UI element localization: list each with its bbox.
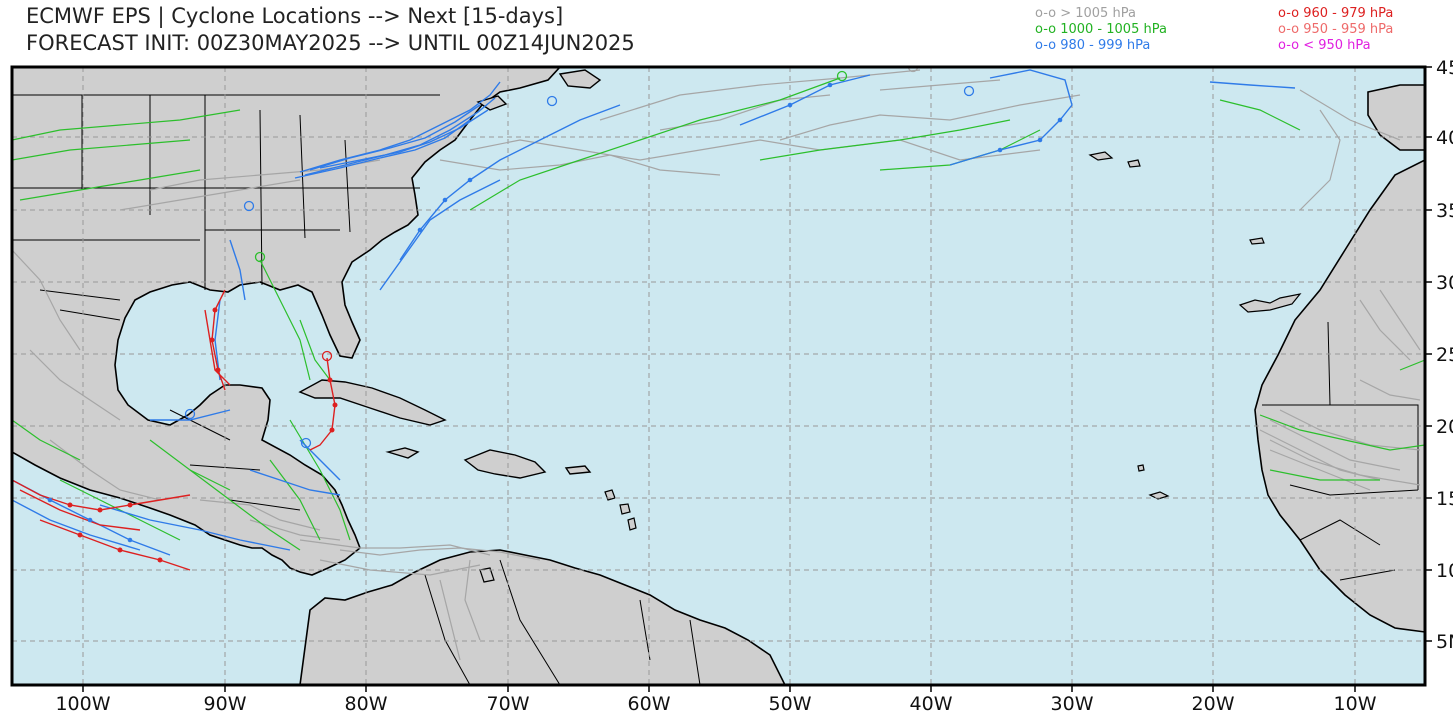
small-islands <box>479 151 1302 583</box>
track-points-blue <box>47 82 1063 543</box>
lat-label: 30 <box>1436 272 1453 294</box>
sa-borders <box>424 559 701 685</box>
legend-item-960-979: o-o 960 - 979 hPa <box>1278 6 1394 21</box>
legend-item-lt950: o-o < 950 hPa <box>1278 38 1371 53</box>
lat-label: 15 <box>1436 488 1453 510</box>
lon-label: 20W <box>1192 693 1235 713</box>
lon-label: 60W <box>628 693 671 713</box>
map-title: ECMWF EPS | Cyclone Locations --> Next [… <box>26 4 564 28</box>
lon-ticks <box>82 685 1356 692</box>
legend-left: o-o > 1005 hPa o-o 1000 - 1005 hPa o-o 9… <box>1035 6 1167 54</box>
lon-label: 90W <box>204 693 247 713</box>
track-start-circles <box>184 67 975 449</box>
lon-label: 10W <box>1334 693 1377 713</box>
lon-label: 50W <box>769 693 812 713</box>
legend-item-950-959: o-o 950 - 959 hPa <box>1278 22 1394 37</box>
map-frame <box>10 65 1427 687</box>
land-north-america <box>12 67 562 576</box>
state-borders <box>12 94 440 511</box>
land-africa <box>1254 159 1425 633</box>
land-iberia <box>1367 84 1425 151</box>
lat-label: 35 <box>1436 200 1453 222</box>
legend-item-980-999: o-o 980 - 999 hPa <box>1035 38 1151 53</box>
legend-item-gt1005: o-o > 1005 hPa <box>1035 6 1136 21</box>
lat-label: 40 <box>1436 127 1453 149</box>
land-cuba <box>298 379 447 426</box>
land-newfoundland <box>558 69 602 89</box>
lat-label: 45 <box>1436 57 1453 79</box>
land-hispaniola <box>463 449 547 479</box>
lat-label: 5N <box>1436 631 1453 653</box>
lon-label: 70W <box>487 693 530 713</box>
track-points-red <box>67 307 338 563</box>
lon-label: 40W <box>910 693 953 713</box>
land-jamaica <box>385 447 420 459</box>
lat-label: 20 <box>1436 416 1453 438</box>
land-puerto-rico <box>564 465 592 475</box>
lon-label: 30W <box>1051 693 1094 713</box>
tracks-gt1005 <box>12 69 1421 661</box>
africa-borders <box>1262 321 1419 581</box>
lat-label: 25 <box>1436 344 1453 366</box>
lon-label: 100W <box>55 693 110 713</box>
lat-label: 10 <box>1436 560 1453 582</box>
lat-labels: 45 40 35 30 25 20 15 10 5N <box>1436 57 1453 653</box>
lon-labels: 100W 90W 80W 70W 60W 50W 40W 30W 20W 10W <box>55 693 1376 713</box>
tracks-1000-1005 <box>12 77 1425 551</box>
legend-item-1000-1005: o-o 1000 - 1005 hPa <box>1035 22 1167 37</box>
lat-ticks <box>1425 66 1432 642</box>
graticule <box>12 67 1425 685</box>
land-south-america <box>299 549 786 685</box>
lon-label: 80W <box>345 693 388 713</box>
tracks-980-999 <box>12 69 1296 556</box>
map-subtitle: FORECAST INIT: 00Z30MAY2025 --> UNTIL 00… <box>26 31 635 55</box>
legend-right: o-o 960 - 979 hPa o-o 950 - 959 hPa o-o … <box>1278 6 1393 54</box>
